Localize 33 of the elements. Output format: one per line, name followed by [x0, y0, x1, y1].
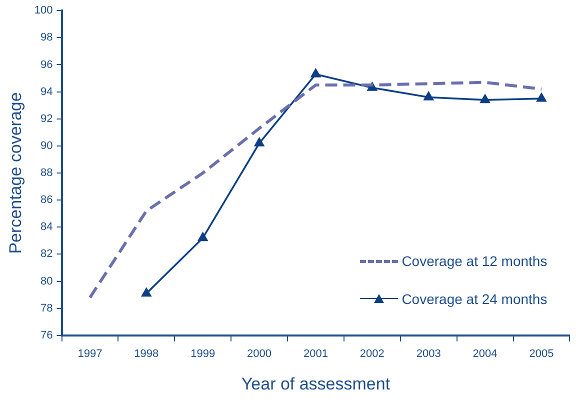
- point: [480, 94, 490, 104]
- x-tick-label: 1998: [134, 348, 159, 360]
- y-tick-label: 82: [40, 248, 53, 260]
- x-tick-label: 2003: [416, 348, 441, 360]
- x-tick-label: 2005: [529, 348, 554, 360]
- legend-label: Coverage at 24 months: [402, 291, 548, 308]
- y-axis-title: Percentage coverage: [6, 92, 25, 254]
- y-tick-label: 76: [40, 329, 53, 342]
- point: [424, 92, 434, 100]
- y-tick-label: 98: [40, 32, 53, 44]
- y-tick-label: 78: [40, 302, 53, 314]
- y-tick-label: 80: [40, 275, 53, 288]
- y-tick-label: 84: [40, 221, 53, 234]
- y-tick-label: 86: [40, 194, 53, 206]
- x-axis-title: Year of assessment: [241, 374, 390, 394]
- y-tick-label: 90: [40, 140, 53, 152]
- y-tick-label: 100: [34, 4, 53, 17]
- y-tick-label: 96: [40, 58, 53, 71]
- point: [536, 93, 546, 102]
- y-tick-label: 88: [40, 167, 53, 180]
- x-tick-label: 1999: [190, 348, 216, 360]
- point: [142, 288, 152, 297]
- legend-label: Coverage at 12 months: [402, 253, 548, 270]
- y-tick-label: 94: [40, 86, 53, 98]
- x-tick-label: 2002: [360, 348, 384, 360]
- x-tick-label: 2001: [303, 348, 328, 360]
- point: [310, 68, 321, 78]
- x-tick-label: 2004: [472, 348, 498, 360]
- point: [254, 138, 264, 146]
- y-tick-label: 92: [40, 112, 53, 125]
- x-tick-label: 1997: [78, 348, 102, 360]
- point: [198, 232, 208, 242]
- x-tick-label: 2000: [247, 348, 272, 360]
